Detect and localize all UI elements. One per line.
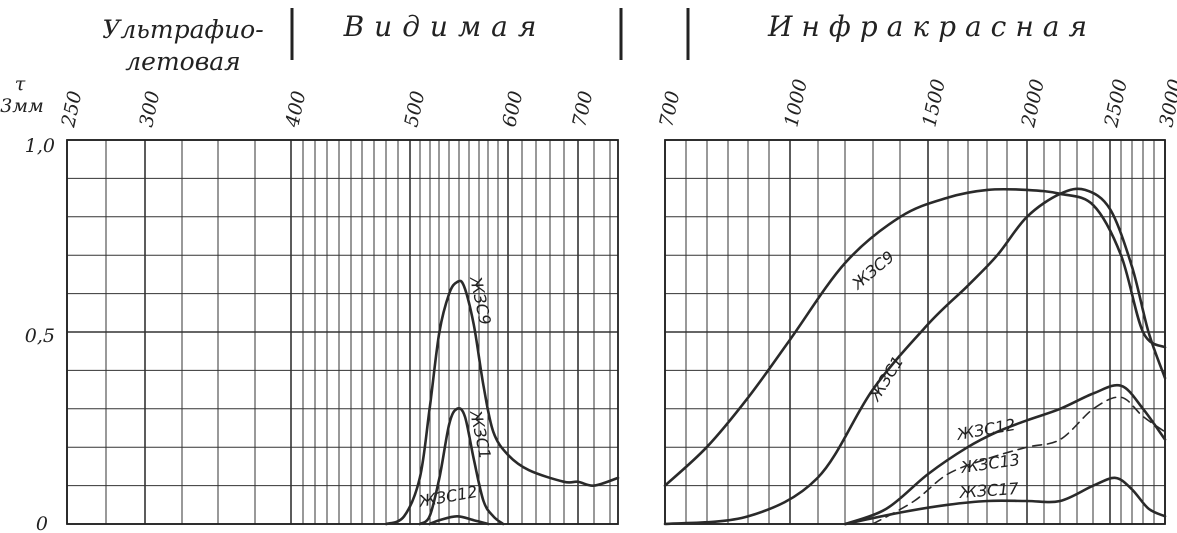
x-tick-label: 3000: [1155, 77, 1177, 129]
series-line-infrared-0: [663, 187, 1167, 487]
x-tick-label: 1000: [780, 77, 812, 129]
grid: [66, 139, 619, 525]
grid: [664, 139, 1166, 525]
series-line-infrared-4: [843, 476, 1167, 526]
infrared-region-label: Инфракрасная: [767, 10, 1096, 43]
uv-region-label-line1: Ультрафио-: [102, 15, 263, 44]
series-line-visible-0: [384, 279, 620, 526]
series-line-infrared-3: [872, 396, 1166, 525]
uv-region-label-line2: летовая: [125, 47, 240, 76]
visible-region-label: Видимая: [343, 10, 547, 43]
x-tick-label: 2000: [1017, 77, 1049, 130]
plot-frame: [66, 139, 619, 525]
x-tick-label: 2500: [1100, 77, 1132, 130]
series-line-visible-2: [428, 515, 490, 526]
x-tick-label: 1500: [918, 77, 950, 129]
x-tick-label: 300: [135, 89, 164, 129]
series-label: ЖЗС1: [865, 353, 908, 405]
plot-frame: [664, 139, 1166, 525]
y-tick-label-0: 0: [36, 513, 48, 533]
series-label: ЖЗС9: [466, 274, 495, 327]
series-line-infrared-2: [843, 383, 1167, 526]
x-tick-label: 500: [400, 89, 429, 129]
x-tick-label: 250: [57, 89, 86, 130]
x-tick-label: 600: [498, 89, 527, 129]
series-line-visible-1: [418, 406, 505, 526]
x-tick-label: 400: [281, 89, 310, 130]
y-axis-unit: 3мм: [0, 95, 44, 117]
series-label: ЖЗС17: [958, 479, 1020, 502]
y-tick-label-1: 1,0: [25, 135, 55, 157]
y-tick-label-half: 0,5: [25, 325, 55, 347]
y-axis-label: τ: [15, 73, 26, 95]
series-line-infrared-1: [663, 187, 1167, 526]
x-tick-label: 700: [568, 89, 597, 129]
infrared-plot-panel: 700 1000 1500 2000 2500 3000ЖЗС9ЖЗС1ЖЗС12ЖЗС1…: [655, 77, 1177, 526]
x-tick-label: 700: [655, 89, 684, 129]
